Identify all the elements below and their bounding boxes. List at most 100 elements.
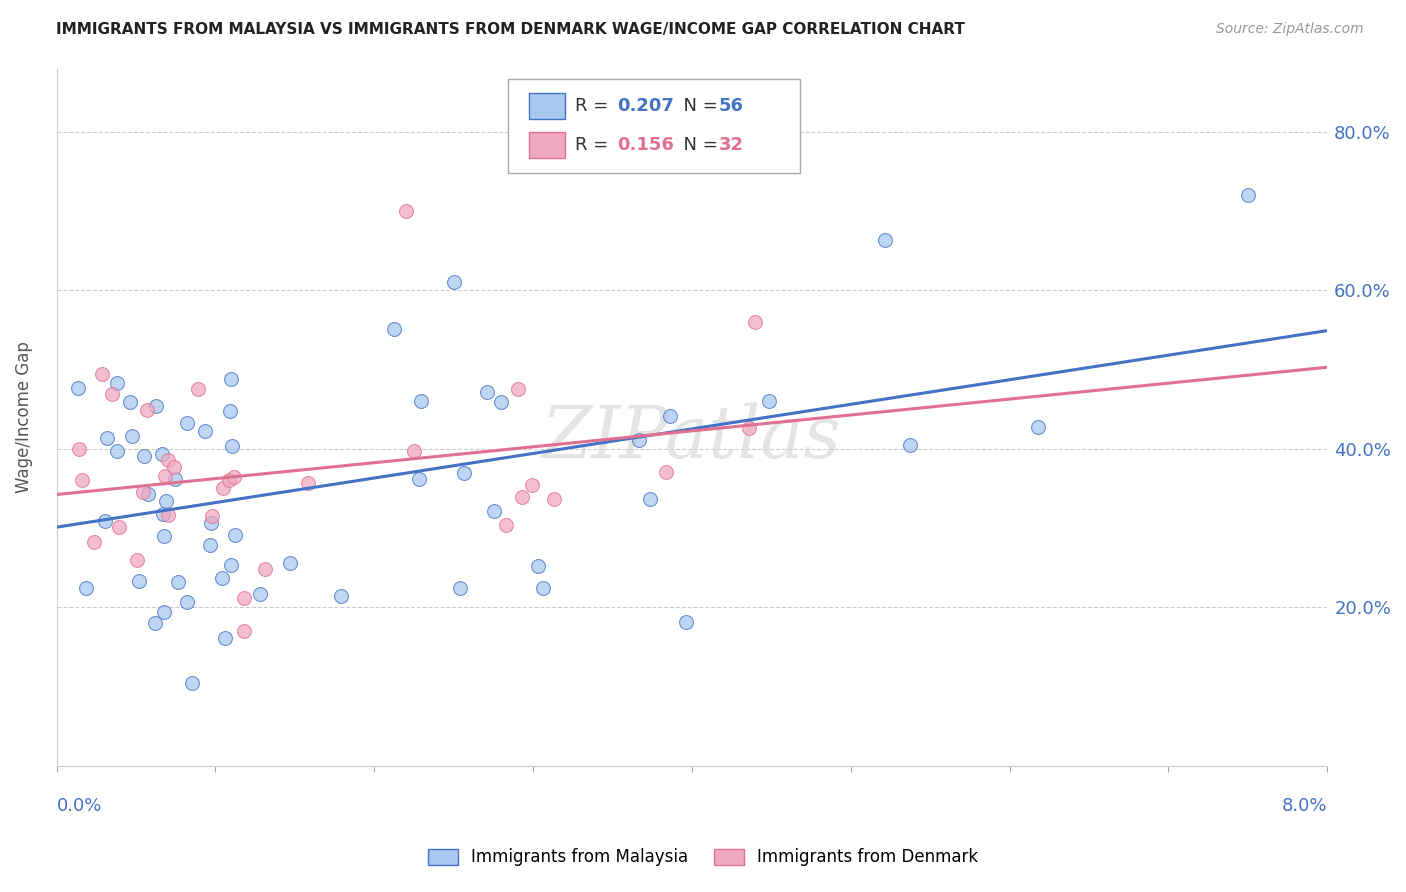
- Point: [489, 395, 512, 409]
- Point: [163, 460, 186, 475]
- Point: [198, 538, 221, 552]
- Point: [495, 518, 517, 533]
- Text: 0.156: 0.156: [617, 136, 673, 154]
- Point: [658, 409, 681, 423]
- FancyBboxPatch shape: [508, 79, 800, 173]
- Point: [167, 574, 190, 589]
- Text: N =: N =: [672, 97, 723, 115]
- Point: [211, 571, 233, 585]
- Point: [152, 507, 174, 521]
- Point: [75, 582, 97, 596]
- Point: [145, 399, 167, 413]
- Point: [675, 615, 697, 629]
- Point: [214, 632, 236, 646]
- Point: [90, 367, 112, 381]
- Point: [211, 481, 233, 495]
- Point: [70, 473, 93, 487]
- Point: [107, 520, 129, 534]
- Text: ZIPatlas: ZIPatlas: [543, 402, 842, 474]
- Point: [404, 444, 426, 458]
- Point: [443, 276, 465, 290]
- Point: [121, 428, 143, 442]
- Text: 0.207: 0.207: [617, 97, 673, 115]
- Point: [136, 487, 159, 501]
- Point: [253, 562, 276, 576]
- Point: [187, 382, 209, 396]
- Point: [744, 315, 766, 329]
- Point: [224, 528, 246, 542]
- Point: [96, 431, 118, 445]
- Point: [233, 591, 256, 605]
- Text: R =: R =: [575, 97, 614, 115]
- Text: IMMIGRANTS FROM MALAYSIA VS IMMIGRANTS FROM DENMARK WAGE/INCOME GAP CORRELATION : IMMIGRANTS FROM MALAYSIA VS IMMIGRANTS F…: [56, 22, 965, 37]
- Point: [482, 504, 505, 518]
- Point: [155, 494, 177, 508]
- Point: [1236, 188, 1258, 202]
- Point: [176, 416, 198, 430]
- Point: [100, 387, 122, 401]
- Point: [94, 514, 117, 528]
- Point: [221, 440, 243, 454]
- Point: [105, 444, 128, 458]
- Point: [157, 508, 180, 523]
- Point: [475, 384, 498, 399]
- Point: [329, 589, 352, 603]
- Point: [156, 453, 179, 467]
- Text: 56: 56: [718, 97, 744, 115]
- Point: [543, 492, 565, 507]
- Point: [512, 490, 534, 504]
- Legend: Immigrants from Malaysia, Immigrants from Denmark: Immigrants from Malaysia, Immigrants fro…: [420, 840, 986, 875]
- Point: [152, 529, 174, 543]
- Text: 0.0%: 0.0%: [56, 797, 103, 815]
- Point: [150, 446, 173, 460]
- Point: [125, 553, 148, 567]
- Point: [219, 404, 242, 418]
- Point: [218, 473, 240, 487]
- Y-axis label: Wage/Income Gap: Wage/Income Gap: [15, 341, 32, 493]
- Point: [67, 381, 90, 395]
- Point: [522, 478, 544, 492]
- Text: Source: ZipAtlas.com: Source: ZipAtlas.com: [1216, 22, 1364, 37]
- Point: [382, 322, 405, 336]
- FancyBboxPatch shape: [529, 132, 565, 158]
- Point: [527, 558, 550, 573]
- Point: [201, 508, 224, 523]
- Point: [222, 470, 245, 484]
- Point: [143, 616, 166, 631]
- Point: [249, 587, 271, 601]
- Point: [180, 675, 202, 690]
- Point: [898, 438, 921, 452]
- Point: [297, 475, 319, 490]
- Text: N =: N =: [672, 136, 723, 154]
- Point: [128, 574, 150, 588]
- Point: [200, 516, 222, 530]
- Point: [132, 450, 155, 464]
- Point: [176, 595, 198, 609]
- Point: [449, 581, 471, 595]
- Point: [165, 472, 187, 486]
- Text: 8.0%: 8.0%: [1282, 797, 1327, 815]
- Point: [738, 421, 761, 435]
- Text: 32: 32: [718, 136, 744, 154]
- Point: [453, 466, 475, 480]
- Point: [233, 624, 256, 638]
- Point: [219, 558, 242, 573]
- Point: [105, 376, 128, 390]
- Point: [194, 424, 217, 438]
- Point: [627, 433, 650, 447]
- Point: [153, 469, 176, 483]
- Point: [531, 581, 554, 595]
- Point: [654, 465, 676, 479]
- FancyBboxPatch shape: [529, 93, 565, 119]
- Point: [67, 442, 90, 457]
- Point: [395, 204, 418, 219]
- Point: [408, 472, 430, 486]
- Point: [132, 484, 155, 499]
- Point: [120, 395, 142, 409]
- Point: [875, 233, 897, 247]
- Point: [508, 382, 530, 396]
- Point: [153, 605, 176, 619]
- Point: [280, 556, 302, 570]
- Point: [221, 372, 243, 386]
- Point: [135, 403, 157, 417]
